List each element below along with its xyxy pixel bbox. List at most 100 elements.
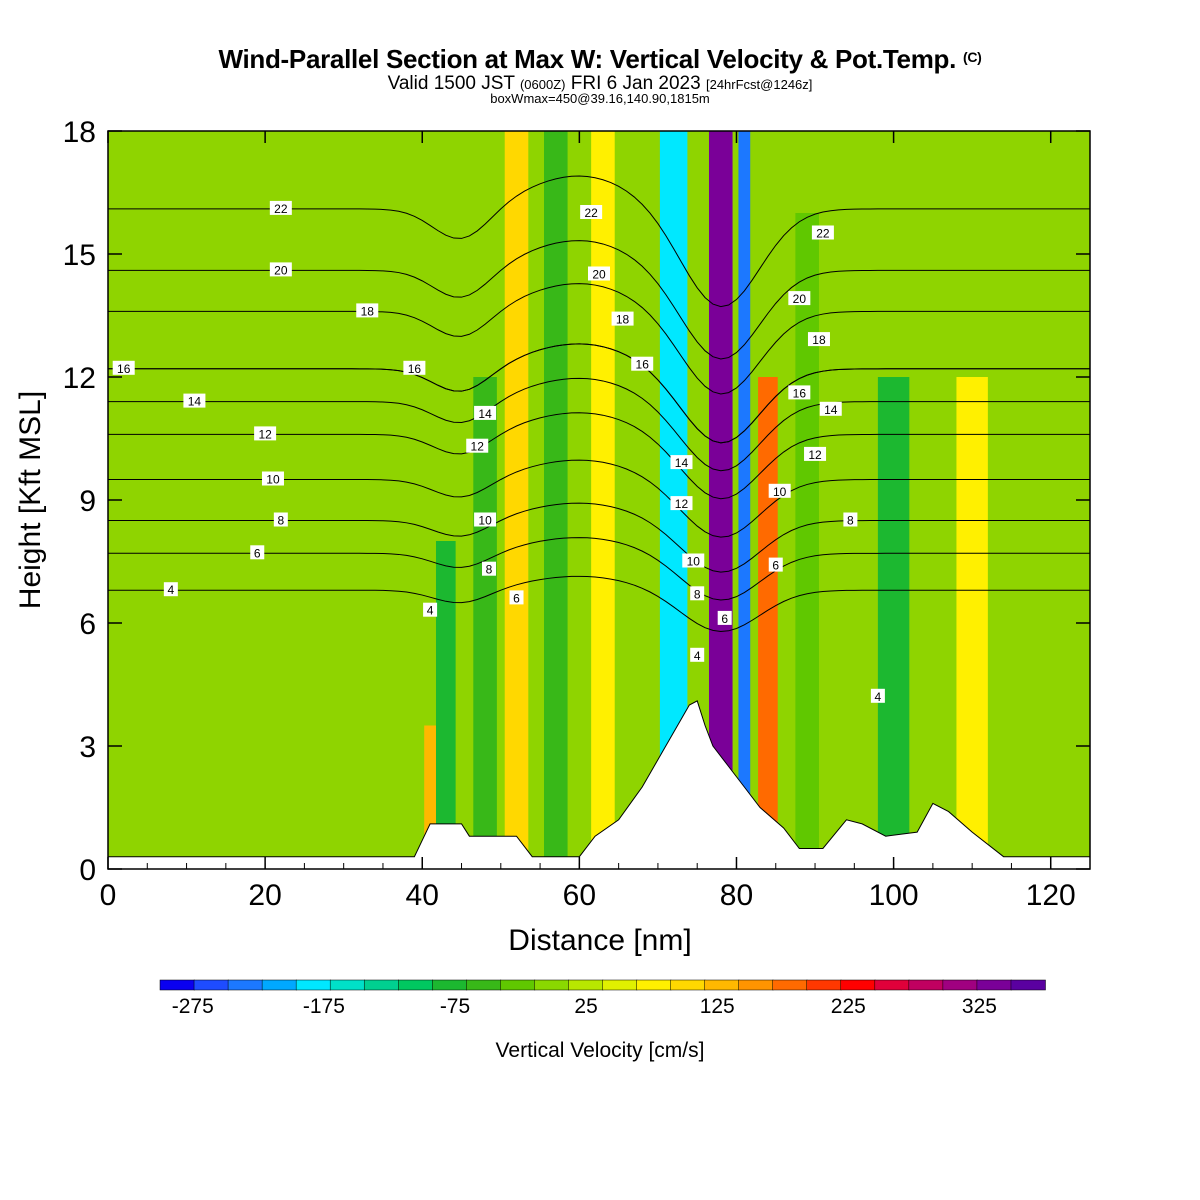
isentrope-label-5: 14 xyxy=(183,393,206,409)
svg-text:20: 20 xyxy=(274,263,288,277)
svg-text:14: 14 xyxy=(188,395,202,409)
svg-text:14: 14 xyxy=(824,403,838,417)
contour-label-13: 8 xyxy=(690,586,705,601)
colorbar-swatch-10 xyxy=(500,979,536,991)
svg-text:10: 10 xyxy=(687,555,701,569)
svg-text:16: 16 xyxy=(117,362,131,376)
svg-text:8: 8 xyxy=(847,514,854,528)
contour-label-22: 10 xyxy=(768,483,791,499)
isentrope-label-9: 20 xyxy=(269,262,292,277)
contour-labels: 4 6 8 10 12 14 16 16 18 20 22 22 20 18 16 14 12 10 8 6 4 14 12… xyxy=(112,200,885,704)
y-axis-label: Height [Kft MSL] xyxy=(14,391,47,609)
y-tick-label-9: 9 xyxy=(79,485,96,518)
chart-box-info: boxWmax=450@39.16,140.90,1815m xyxy=(490,91,710,106)
contour-label-4: 14 xyxy=(474,405,497,421)
y-tick-label-18: 18 xyxy=(63,116,96,149)
colorbar-swatch-25 xyxy=(1010,979,1046,991)
velocity-band-4 xyxy=(544,131,568,869)
isentrope-label-2: 8 xyxy=(273,512,288,528)
colorbar-swatch-12 xyxy=(568,979,604,991)
contour-label-20: 14 xyxy=(819,401,842,417)
velocity-band-1 xyxy=(435,541,456,869)
contour-label-0: 22 xyxy=(580,205,603,220)
contour-label-16: 22 xyxy=(811,225,834,241)
svg-text:4: 4 xyxy=(168,583,175,597)
isentrope-5 xyxy=(108,377,1090,472)
svg-text:10: 10 xyxy=(478,514,492,528)
isentrope-7 xyxy=(108,343,1090,444)
isentrope-label-8: 18 xyxy=(356,303,379,318)
isentrope-label-1: 6 xyxy=(250,545,265,560)
x-axis-label: Distance [nm] xyxy=(508,924,691,957)
svg-text:20: 20 xyxy=(592,268,606,282)
contour-label-6: 10 xyxy=(474,512,497,528)
svg-text:16: 16 xyxy=(408,362,422,376)
contour-label-25: 4 xyxy=(870,688,885,704)
colorbar-swatch-9 xyxy=(466,979,502,991)
terrain xyxy=(108,700,1090,869)
isentrope-8 xyxy=(108,283,1090,395)
contour-label-12: 10 xyxy=(682,553,705,569)
colorbar-swatch-21 xyxy=(874,979,910,991)
svg-text:4: 4 xyxy=(427,604,434,618)
colorbar-tick-0: -275 xyxy=(172,995,214,1018)
contour-label-23: 8 xyxy=(843,512,858,528)
svg-text:4: 4 xyxy=(694,649,701,663)
svg-text:12: 12 xyxy=(675,497,689,511)
colorbar-tick-1: -175 xyxy=(303,995,345,1018)
svg-text:8: 8 xyxy=(694,587,701,601)
colorbar-swatch-1 xyxy=(193,979,229,991)
contour-label-5: 12 xyxy=(466,438,489,454)
x-tick-label-20: 20 xyxy=(248,879,281,912)
colorbar-swatch-2 xyxy=(227,979,263,991)
velocity-band-2 xyxy=(473,377,497,869)
isentrope-label-10: 22 xyxy=(269,200,292,216)
colorbar-swatch-7 xyxy=(398,979,434,991)
svg-text:14: 14 xyxy=(478,407,492,421)
colorbar-swatch-19 xyxy=(806,979,842,991)
contour-label-11: 12 xyxy=(670,496,693,511)
svg-text:12: 12 xyxy=(808,448,822,462)
contour-label-17: 20 xyxy=(788,291,811,306)
colorbar-swatch-11 xyxy=(534,979,570,991)
svg-text:8: 8 xyxy=(277,514,284,528)
contour-label-8: 6 xyxy=(509,590,524,605)
isentrope-1 xyxy=(108,537,1090,601)
colorbar-swatch-5 xyxy=(329,979,365,991)
chart-title: Wind-Parallel Section at Max W: Vertical… xyxy=(218,44,982,74)
contour-label-24: 6 xyxy=(768,557,783,573)
colorbar-swatch-24 xyxy=(976,979,1012,991)
velocity-band-12 xyxy=(956,377,988,869)
svg-text:10: 10 xyxy=(266,473,280,487)
isentrope-label-0: 4 xyxy=(163,582,178,597)
isentrope-label-7: 16 xyxy=(403,360,426,376)
colorbar-label: Vertical Velocity [cm/s] xyxy=(496,1039,705,1062)
colorbar-swatch-20 xyxy=(840,979,876,991)
y-tick-label-12: 12 xyxy=(63,362,96,395)
svg-text:12: 12 xyxy=(471,440,485,454)
contour-label-2: 18 xyxy=(611,311,634,327)
velocity-band-9 xyxy=(758,377,778,869)
colorbar-swatch-14 xyxy=(636,979,672,991)
velocity-band-7 xyxy=(708,131,733,869)
svg-text:8: 8 xyxy=(486,563,493,577)
y-tick-label-3: 3 xyxy=(79,731,96,764)
velocity-band-5 xyxy=(591,131,615,869)
svg-text:18: 18 xyxy=(361,304,375,318)
colorbar-swatch-4 xyxy=(295,979,331,991)
contour-label-15: 4 xyxy=(690,647,705,663)
axes: 0 20 40 60 80 100 120 0 3 6 9 12 15 18 xyxy=(63,116,1091,912)
contour-label-10: 14 xyxy=(670,455,693,470)
colorbar-swatch-3 xyxy=(261,979,297,991)
contour-label-9: 4 xyxy=(423,602,438,618)
velocity-band-8 xyxy=(738,131,751,869)
y-tick-label-0: 0 xyxy=(79,854,96,887)
contour-label-18: 18 xyxy=(807,332,830,347)
colorbar-swatch-18 xyxy=(772,979,808,991)
colorbar-tick-4: 125 xyxy=(700,995,735,1018)
chart-subtitle: Valid 1500 JST (0600Z) FRI 6 Jan 2023 [2… xyxy=(387,73,813,94)
y-tick-label-15: 15 xyxy=(63,239,96,272)
velocity-band-3 xyxy=(504,131,529,869)
svg-text:18: 18 xyxy=(616,313,630,327)
